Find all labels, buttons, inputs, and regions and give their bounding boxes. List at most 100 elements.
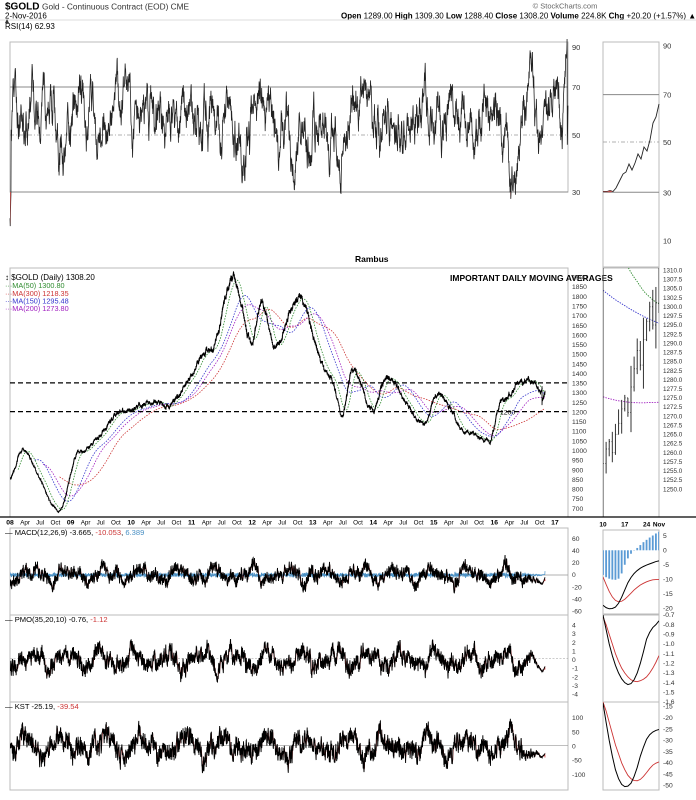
svg-text:-10: -10 [663, 576, 673, 583]
svg-text:-0.7: -0.7 [663, 612, 675, 619]
svg-text:RSI(14) 62.93: RSI(14) 62.93 [5, 22, 55, 31]
svg-text:-0.9: -0.9 [663, 632, 675, 639]
svg-text:-60: -60 [572, 609, 582, 616]
svg-text:24: 24 [643, 522, 651, 529]
svg-text:1050: 1050 [572, 438, 587, 445]
svg-text:09: 09 [67, 520, 75, 527]
svg-text:1290.0: 1290.0 [663, 340, 683, 347]
svg-text:-15: -15 [663, 704, 673, 711]
svg-text:Apr: Apr [504, 520, 514, 527]
svg-text:IMPORTANT DAILY MOVING AVERAGE: IMPORTANT DAILY MOVING AVERAGES [450, 273, 613, 283]
svg-text:-40: -40 [572, 596, 582, 603]
svg-text:Apr: Apr [202, 520, 212, 527]
svg-text:Jul: Jul [399, 520, 407, 527]
svg-text:-1.3: -1.3 [663, 670, 675, 677]
svg-text:Oct: Oct [414, 520, 424, 527]
svg-text:70: 70 [572, 83, 580, 92]
svg-text:-45: -45 [663, 771, 673, 778]
svg-text:Oct: Oct [353, 520, 363, 527]
svg-text:70: 70 [663, 91, 671, 100]
svg-text:1257.5: 1257.5 [663, 459, 683, 466]
svg-text:Apr: Apr [262, 520, 272, 527]
svg-text:30: 30 [572, 188, 580, 197]
svg-text:1600: 1600 [572, 332, 587, 339]
svg-text:1260.0: 1260.0 [663, 450, 683, 457]
svg-text:1200: 1200 [572, 410, 587, 417]
svg-text:-1.0: -1.0 [663, 641, 675, 648]
svg-text:5: 5 [663, 533, 667, 540]
svg-text:© StockCharts.com: © StockCharts.com [533, 2, 598, 11]
svg-text:-1.4: -1.4 [663, 680, 675, 687]
svg-text:13: 13 [309, 520, 317, 527]
svg-text:1302.5: 1302.5 [663, 295, 683, 302]
svg-text:-40: -40 [663, 760, 673, 767]
svg-text:900: 900 [572, 467, 583, 474]
svg-text:20: 20 [572, 560, 580, 567]
svg-text:···MA(200) 1273.80: ···MA(200) 1273.80 [5, 304, 69, 313]
svg-text:Oct: Oct [474, 520, 484, 527]
svg-text:1295.0: 1295.0 [663, 322, 683, 329]
svg-text:Gold - Continuous Contract (EO: Gold - Continuous Contract (EOD) CME [42, 2, 190, 12]
svg-text:Jul: Jul [339, 520, 347, 527]
svg-text:1280.0: 1280.0 [663, 377, 683, 384]
svg-text:Open 1289.00 High 1309.30 Low: Open 1289.00 High 1309.30 Low 1288.40 Cl… [341, 12, 696, 21]
svg-text:60: 60 [572, 536, 580, 543]
svg-text:-50: -50 [663, 783, 673, 790]
svg-text:1292.5: 1292.5 [663, 331, 683, 338]
svg-text:1000: 1000 [572, 448, 587, 455]
svg-text:1287.5: 1287.5 [663, 350, 683, 357]
svg-text:10: 10 [127, 520, 135, 527]
svg-text:-100: -100 [572, 772, 586, 779]
svg-text:1700: 1700 [572, 313, 587, 320]
svg-text:-1.5: -1.5 [663, 690, 675, 697]
svg-text:1200: 1200 [500, 410, 515, 417]
svg-text:Jul: Jul [36, 520, 44, 527]
svg-text:— PMO(35,20,10) -0.76, -1.12: — PMO(35,20,10) -0.76, -1.12 [5, 615, 108, 624]
svg-text:1310.0: 1310.0 [663, 268, 683, 275]
svg-text:0: 0 [572, 744, 576, 751]
svg-text:800: 800 [572, 487, 583, 494]
svg-text:Oct: Oct [232, 520, 242, 527]
svg-text:Oct: Oct [111, 520, 121, 527]
svg-text:1272.5: 1272.5 [663, 404, 683, 411]
svg-text:-1.2: -1.2 [663, 661, 675, 668]
svg-text:0: 0 [572, 657, 576, 664]
svg-text:1350: 1350 [572, 381, 587, 388]
svg-text:16: 16 [491, 520, 499, 527]
svg-text:-50: -50 [572, 758, 582, 765]
svg-text:17: 17 [621, 522, 629, 529]
svg-text:90: 90 [572, 43, 580, 52]
svg-text:Jul: Jul [157, 520, 165, 527]
svg-text:1850: 1850 [572, 284, 587, 291]
svg-text:— KST -25.19, -39.54: — KST -25.19, -39.54 [5, 702, 79, 711]
svg-text:1150: 1150 [572, 419, 587, 426]
svg-text:10: 10 [599, 522, 607, 529]
svg-text:50: 50 [572, 131, 580, 140]
svg-text:Jul: Jul [218, 520, 226, 527]
svg-text:1267.5: 1267.5 [663, 423, 683, 430]
svg-text:4: 4 [572, 623, 576, 630]
svg-text:1262.5: 1262.5 [663, 441, 683, 448]
svg-text:750: 750 [572, 496, 583, 503]
svg-text:10: 10 [663, 237, 671, 246]
svg-text:1305.0: 1305.0 [663, 286, 683, 293]
svg-text:Apr: Apr [20, 520, 30, 527]
svg-text:1252.5: 1252.5 [663, 477, 683, 484]
svg-text:1450: 1450 [572, 361, 587, 368]
svg-text:2-Nov-2016: 2-Nov-2016 [5, 12, 47, 21]
svg-text:Jul: Jul [278, 520, 286, 527]
svg-text:0: 0 [572, 572, 576, 579]
svg-text:-1.1: -1.1 [663, 651, 675, 658]
svg-text:90: 90 [663, 42, 671, 51]
svg-text:1270.0: 1270.0 [663, 413, 683, 420]
svg-text:1: 1 [572, 648, 576, 655]
svg-text:-1: -1 [572, 666, 578, 673]
svg-text:Apr: Apr [81, 520, 91, 527]
svg-text:50: 50 [663, 138, 671, 147]
svg-text:-15: -15 [663, 591, 673, 598]
svg-text:1650: 1650 [572, 323, 587, 330]
svg-text:Jul: Jul [460, 520, 468, 527]
svg-text:11: 11 [188, 520, 195, 527]
svg-text:1400: 1400 [572, 371, 587, 378]
svg-text:Apr: Apr [141, 520, 151, 527]
